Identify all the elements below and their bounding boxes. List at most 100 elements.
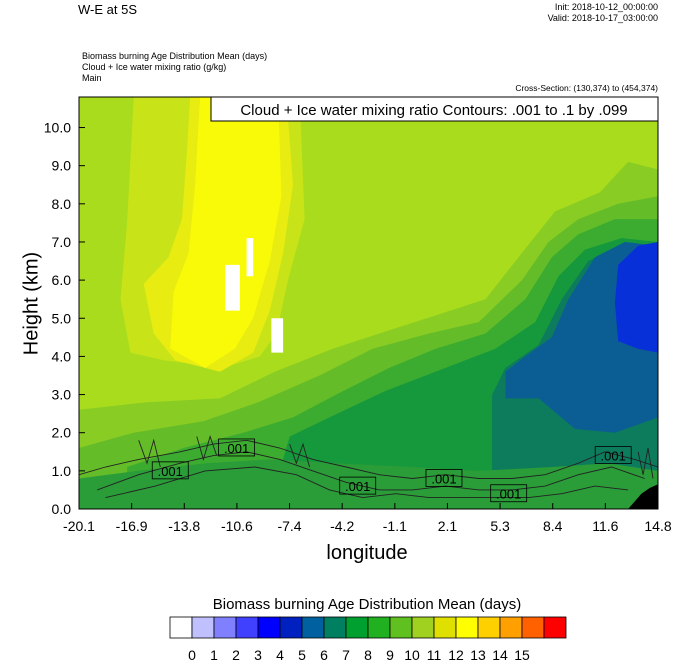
colorbar-label-3: 3 xyxy=(254,647,262,663)
colorbar-swatch-9 xyxy=(367,616,391,639)
contour-label-box-1 xyxy=(218,438,256,457)
x-tick-label-7: 2.1 xyxy=(438,518,458,534)
age-region-14 xyxy=(271,318,284,353)
contour-label-layer: .001 .001 .001 .001 .001 .001 xyxy=(151,438,632,503)
contour-label-2: .001 xyxy=(345,479,370,494)
contour-line-6 xyxy=(637,447,654,479)
contour-line-1 xyxy=(97,451,645,491)
x-tick-label-5: -4.2 xyxy=(330,518,354,534)
contour-line-2 xyxy=(105,466,629,499)
colorbar-swatch-6 xyxy=(301,616,325,639)
colorbar-swatch-8 xyxy=(345,616,369,639)
colorbar-swatch-1 xyxy=(191,616,215,639)
age-field-layer xyxy=(79,97,658,509)
age-region-15 xyxy=(628,484,658,509)
contour-label-box-2 xyxy=(339,476,377,495)
x-axis-label: longitude xyxy=(326,542,408,564)
y-tick-label-7: 7.0 xyxy=(52,234,72,250)
contour-legend-text: Cloud + Ice water mixing ratio Contours:… xyxy=(240,102,627,119)
colorbar-label-12: 12 xyxy=(448,647,464,663)
colorbar-label-4: 4 xyxy=(276,647,284,663)
field-line-biomass: Biomass burning Age Distribution Mean (d… xyxy=(82,51,268,61)
contour-layer xyxy=(79,435,658,499)
colorbar-swatch-17 xyxy=(543,616,567,639)
y-tick-label-2: 2.0 xyxy=(52,425,72,441)
contour-label-1: .001 xyxy=(224,441,249,456)
y-tick-label-0: 0.0 xyxy=(52,501,72,517)
x-tick-label-11: 14.8 xyxy=(644,518,671,534)
colorbar-label-2: 2 xyxy=(232,647,240,663)
contour-label-3: .001 xyxy=(431,471,456,486)
contour-label-box-0 xyxy=(151,461,189,480)
x-axis: -20.1 -16.9 -13.8 -10.6 -7.4 -4.2 -1.1 2.1 5.3 8.… xyxy=(63,503,672,534)
age-region-13 xyxy=(246,238,254,277)
colorbar-swatch-10 xyxy=(389,616,413,639)
colorbar-swatch-16 xyxy=(521,616,545,639)
y-tick-label-3: 3.0 xyxy=(52,387,72,403)
x-tick-label-1: -16.9 xyxy=(116,518,148,534)
colorbar-label-9: 9 xyxy=(386,647,394,663)
colorbar-swatch-7 xyxy=(323,616,347,639)
y-tick-label-8: 8.0 xyxy=(52,196,72,212)
colorbar-title: Biomass burning Age Distribution Mean (d… xyxy=(212,596,522,613)
y-axis-label: Height (km) xyxy=(20,251,43,356)
contour-legend-box: Cloud + Ice water mixing ratio Contours:… xyxy=(210,96,659,122)
colorbar-label-1: 1 xyxy=(210,647,218,663)
y-tick-label-6: 6.0 xyxy=(52,272,72,288)
colorbar-label-14: 14 xyxy=(492,647,508,663)
y-tick-label-4: 4.0 xyxy=(52,348,72,364)
init-time: Init: 2018-10-12_00:00:00 xyxy=(554,2,658,12)
colorbar-swatch-11 xyxy=(411,616,435,639)
age-region-12 xyxy=(225,264,240,311)
age-region-11 xyxy=(79,459,658,509)
colorbar-swatch-15 xyxy=(499,616,523,639)
contour-line-3 xyxy=(138,438,161,468)
colorbar-label-15: 15 xyxy=(514,647,530,663)
x-tick-label-4: -7.4 xyxy=(277,518,301,534)
cross-section-label: Cross-Section: (130,374) to (454,374) xyxy=(515,83,658,93)
field-line-cloud: Cloud + Ice water mixing ratio (g/kg) xyxy=(82,62,227,72)
y-tick-label-10: 10.0 xyxy=(44,120,71,136)
contour-label-4: .001 xyxy=(496,487,521,502)
colorbar-swatch-14 xyxy=(477,616,501,639)
x-tick-label-10: 11.6 xyxy=(592,518,618,534)
contour-label-box-5 xyxy=(594,446,632,464)
colorbar-label-0: 0 xyxy=(188,647,196,663)
y-axis: 0.0 1.0 2.0 3.0 4.0 5.0 6.0 7.0 8.0 9.0 10.0 xyxy=(44,120,85,517)
colorbar-label-7: 7 xyxy=(342,647,350,663)
x-tick-label-9: 8.4 xyxy=(543,518,563,534)
y-tick-label-9: 9.0 xyxy=(52,158,72,174)
age-region-10 xyxy=(614,242,658,353)
colorbar-swatch-0 xyxy=(169,616,193,639)
contour-label-box-3 xyxy=(425,469,463,487)
colorbar-label-6: 6 xyxy=(320,647,328,663)
colorbar-label-10: 10 xyxy=(404,647,420,663)
contour-label-box-4 xyxy=(490,484,528,503)
y-tick-label-5: 5.0 xyxy=(52,310,72,326)
x-tick-label-6: -1.1 xyxy=(383,518,407,534)
field-line-main: Main xyxy=(82,73,102,83)
x-tick-label-8: 5.3 xyxy=(490,518,510,534)
colorbar-swatch-13 xyxy=(455,616,479,639)
colorbar-label-5: 5 xyxy=(298,647,306,663)
contour-line-0 xyxy=(79,439,658,479)
colorbar-swatch-12 xyxy=(433,616,457,639)
colorbar-swatch-5 xyxy=(279,616,303,639)
y-tick-label-1: 1.0 xyxy=(52,463,72,479)
valid-time: Valid: 2018-10-17_03:00:00 xyxy=(547,13,658,23)
x-tick-label-2: -13.8 xyxy=(168,518,200,534)
contour-line-5 xyxy=(289,442,311,468)
colorbar-label-13: 13 xyxy=(470,647,486,663)
colorbar-label-8: 8 xyxy=(364,647,372,663)
plot-title: W-E at 5S xyxy=(78,2,138,17)
colorbar-swatch-2 xyxy=(213,616,237,639)
colorbar: 0 1 2 3 4 5 6 7 8 9 10 11 12 13 14 15 xyxy=(169,616,567,663)
contour-label-0: .001 xyxy=(158,464,183,479)
x-tick-label-3: -10.6 xyxy=(221,518,253,534)
x-tick-label-0: -20.1 xyxy=(63,518,95,534)
colorbar-swatch-4 xyxy=(257,616,281,639)
contour-line-4 xyxy=(196,435,218,462)
contour-label-5: .001 xyxy=(601,449,626,464)
colorbar-swatch-3 xyxy=(235,616,259,639)
